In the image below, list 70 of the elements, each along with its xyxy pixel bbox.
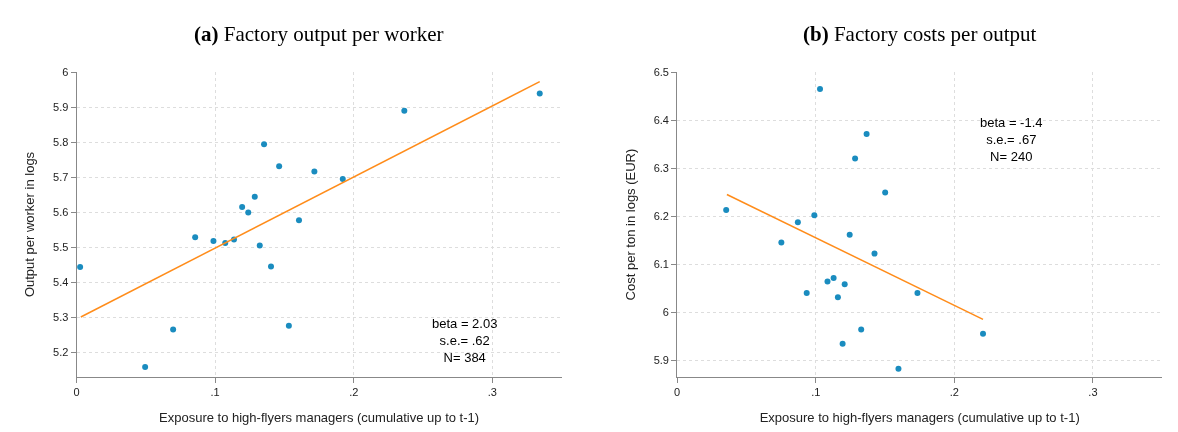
point [817, 85, 824, 92]
point [311, 168, 318, 175]
point [77, 263, 84, 270]
y-axis-title: Output per worker in logs [21, 151, 37, 298]
y-tick-label: 6.4 [653, 113, 669, 126]
point [858, 326, 865, 333]
x-tick-label: 0 [73, 386, 80, 399]
y-tick-label: 6.5 [653, 65, 669, 78]
y-tick-label: 5.7 [53, 171, 69, 184]
x-axis-title: Exposure to high-flyers managers (cumulative up to t-1) [759, 409, 1080, 425]
point [210, 237, 217, 244]
x-tick-label: 0 [674, 386, 681, 399]
y-tick-label: 6.1 [653, 257, 669, 270]
point [239, 204, 246, 211]
x-tick-label: .1 [811, 386, 821, 399]
point [245, 209, 252, 216]
y-tick-label: 5.3 [53, 311, 69, 324]
x-tick-label: .3 [1088, 386, 1098, 399]
x-axis-title: Exposure to high-flyers managers (cumulative up to t-1) [159, 409, 480, 425]
point [251, 193, 258, 200]
point [863, 131, 870, 138]
y-tick-label: 5.8 [53, 136, 69, 149]
point [339, 175, 346, 182]
point [824, 278, 831, 285]
annotation: beta = -1.4 s.e.= .67 N= 240 [980, 115, 1043, 164]
point [914, 289, 921, 296]
y-tick-label: 5.6 [53, 206, 69, 219]
point [811, 212, 818, 219]
point [830, 275, 837, 282]
point [285, 322, 292, 329]
point [170, 326, 177, 333]
chart-title: (b) Factory costs per output [803, 22, 1037, 46]
x-tick-label: .3 [487, 386, 497, 399]
point [256, 242, 263, 249]
point [401, 107, 408, 114]
point [267, 263, 274, 270]
point [276, 163, 283, 170]
point [980, 330, 987, 337]
y-tick-label: 5.2 [53, 346, 69, 359]
point [261, 141, 268, 148]
x-tick-label: .2 [349, 386, 359, 399]
y-tick-label: 6 [662, 305, 669, 318]
point [536, 90, 543, 97]
y-tick-label: 6 [62, 65, 69, 78]
point [846, 231, 853, 238]
chart-title: (a) Factory output per worker [194, 22, 444, 46]
y-tick-label: 6.3 [653, 161, 669, 174]
point [882, 189, 889, 196]
point [192, 234, 199, 241]
point [723, 206, 730, 213]
y-tick-label: 6.2 [653, 209, 669, 222]
annotation: beta = 2.03 s.e.= .62 N= 384 [432, 316, 498, 365]
y-tick-label: 5.5 [53, 241, 69, 254]
point [834, 294, 841, 301]
x-tick-label: .2 [949, 386, 959, 399]
point [841, 281, 848, 288]
point [778, 239, 785, 246]
point [803, 289, 810, 296]
point [895, 365, 902, 372]
y-tick-label: 5.4 [53, 276, 69, 289]
x-tick-label: .1 [210, 386, 220, 399]
point [871, 250, 878, 257]
y-axis-title: Cost per ton in logs (EUR) [622, 148, 638, 301]
point [794, 219, 801, 226]
y-tick-label: 5.9 [53, 101, 69, 114]
point [295, 217, 302, 224]
point [142, 364, 149, 371]
point [852, 155, 859, 162]
point [839, 340, 846, 347]
y-tick-label: 5.9 [653, 353, 669, 366]
